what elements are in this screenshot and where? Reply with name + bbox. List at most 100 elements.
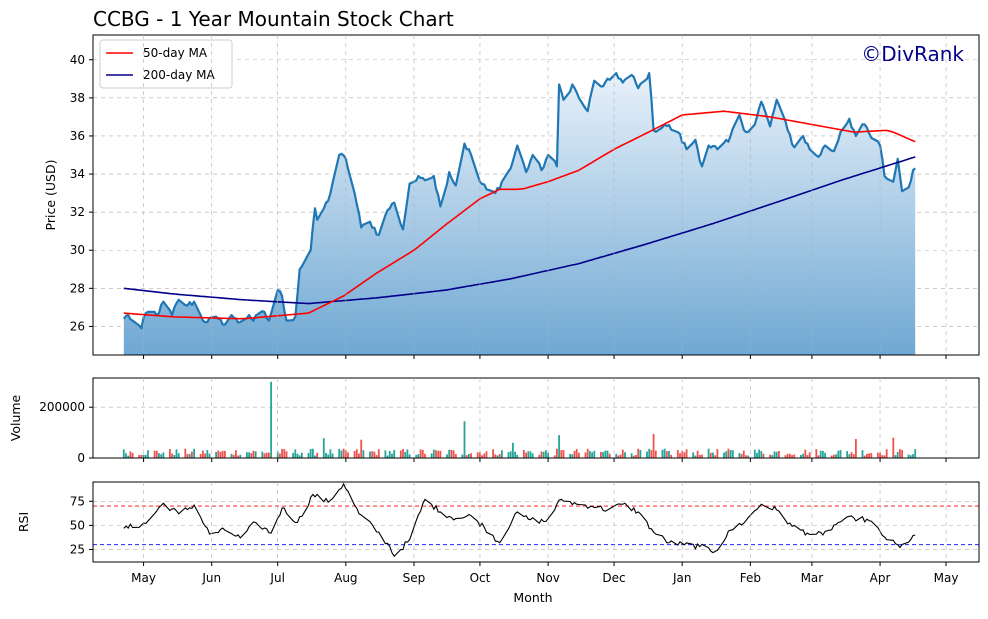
volume-bar — [839, 449, 842, 458]
rsi-lines — [93, 482, 979, 558]
volume-bar — [314, 455, 316, 458]
x-axis-ticks: May Jun Jul Aug Sep Oct Nov Dec Jan Feb Mar Apr May — [131, 35, 958, 585]
volume-bar — [162, 452, 165, 458]
volume-bar — [830, 455, 833, 458]
volume-bar — [808, 452, 811, 458]
volume-bar — [417, 454, 420, 458]
volume-bar — [723, 452, 725, 458]
volume-bar — [468, 454, 470, 458]
volume-bar — [125, 453, 127, 458]
volume-bar — [615, 453, 618, 458]
volume-bar — [738, 453, 741, 458]
volume-bar — [294, 449, 297, 458]
volume-bar — [498, 453, 501, 458]
volume-bar — [446, 454, 448, 458]
volume-bar — [573, 451, 576, 458]
volume-bar — [571, 454, 574, 458]
volume-bar — [762, 453, 765, 458]
volume-bar — [329, 449, 332, 458]
volume-bar — [479, 452, 481, 458]
volume-bar — [789, 453, 791, 458]
volume-bar — [140, 454, 143, 458]
volume-bar — [681, 451, 684, 458]
volume-bar — [219, 452, 222, 458]
volume-bar — [639, 450, 642, 458]
volume-bar — [454, 454, 457, 458]
volume-bar — [714, 455, 717, 458]
volume-bar — [160, 454, 163, 458]
volume-bar — [316, 452, 319, 458]
price-y-tick-label: 40 — [70, 53, 85, 67]
volume-bar — [254, 451, 257, 458]
volume-bar — [756, 452, 758, 458]
volume-bar — [208, 453, 211, 458]
volume-bar — [169, 449, 171, 458]
rsi-y-tick-label: 25 — [70, 542, 85, 556]
volume-bar — [665, 451, 668, 458]
volume-bar — [815, 449, 818, 458]
legend-label-ma200: 200-day MA — [143, 68, 215, 82]
volume-bar — [593, 450, 596, 458]
legend: 50-day MA 200-day MA — [99, 39, 233, 89]
volume-bar — [624, 452, 626, 458]
volume-bar — [309, 449, 312, 458]
volume-bar — [802, 453, 804, 458]
volume-bar — [461, 454, 464, 458]
volume-bar — [344, 450, 347, 458]
rsi-y-tick-label: 75 — [70, 494, 85, 508]
volume-bar — [885, 449, 888, 458]
volume-bar — [553, 455, 556, 458]
volume-bar — [617, 455, 620, 458]
volume-bar — [204, 453, 206, 458]
volume-bar — [237, 455, 239, 458]
x-tick-label: Nov — [536, 571, 559, 585]
volume-bar — [463, 421, 466, 458]
volume-bar — [817, 455, 820, 458]
volume-bar — [791, 455, 793, 458]
volume-bar — [263, 453, 266, 458]
volume-bar — [866, 453, 868, 458]
price-lines — [122, 72, 916, 330]
volume-bar — [235, 450, 237, 458]
volume-bar — [516, 454, 519, 458]
volume-bar — [369, 451, 371, 458]
volume-bar — [153, 450, 156, 458]
volume-bar — [852, 454, 855, 458]
volume-bar — [265, 452, 268, 458]
volume-bar — [279, 453, 281, 458]
volume-bar — [584, 452, 587, 458]
volume-bar — [494, 454, 497, 458]
volume-bar — [373, 451, 376, 458]
x-tick-label: Aug — [334, 571, 357, 585]
volume-bar — [360, 439, 363, 458]
volume-bar — [775, 451, 778, 458]
volume-bar — [819, 450, 822, 458]
volume-bar — [635, 455, 637, 458]
rsi-line — [123, 482, 916, 558]
volume-bar — [283, 449, 286, 458]
volume-bar — [421, 450, 424, 458]
volume-bar — [771, 455, 774, 458]
volume-bar — [171, 453, 173, 458]
volume-bar — [514, 451, 516, 458]
rsi-panel-frame — [92, 481, 980, 563]
volume-bar — [340, 450, 343, 458]
rsi-y-ticks: 25 50 75 — [70, 494, 93, 556]
volume-bar — [224, 450, 226, 458]
volume-bar — [252, 450, 255, 458]
volume-bar — [173, 455, 176, 458]
volume-bar — [386, 455, 389, 458]
volume-bar — [529, 451, 532, 458]
volume-bar — [837, 450, 840, 458]
volume-bar — [485, 451, 488, 458]
volume-bar — [523, 450, 525, 458]
volume-bar — [696, 450, 699, 458]
volume-bar — [331, 453, 334, 458]
volume-bar — [138, 455, 141, 458]
volume-bar — [556, 448, 558, 458]
volume-bar — [716, 449, 719, 458]
chart-title: CCBG - 1 Year Mountain Stock Chart — [93, 7, 454, 31]
volume-bar — [388, 451, 391, 458]
volume-bar — [602, 452, 604, 458]
